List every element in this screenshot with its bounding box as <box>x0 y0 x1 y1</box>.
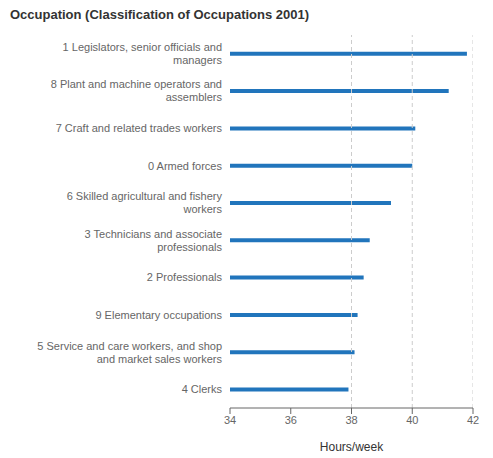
svg-text:1 Legislators, senior official: 1 Legislators, senior officials andmanag… <box>63 41 223 66</box>
svg-text:40: 40 <box>406 414 418 426</box>
svg-text:0 Armed forces: 0 Armed forces <box>148 160 222 172</box>
svg-text:38: 38 <box>345 414 357 426</box>
svg-text:34: 34 <box>224 414 236 426</box>
svg-text:9 Elementary occupations: 9 Elementary occupations <box>95 309 222 321</box>
svg-text:3 Technicians and associatepro: 3 Technicians and associateprofessionals <box>85 228 223 253</box>
svg-text:5 Service and care workers, an: 5 Service and care workers, and shopand … <box>37 340 222 365</box>
svg-text:Hours/week: Hours/week <box>320 440 384 454</box>
svg-text:7 Craft and related trades wor: 7 Craft and related trades workers <box>56 122 223 134</box>
svg-text:4 Clerks: 4 Clerks <box>182 383 223 395</box>
svg-text:2 Professionals: 2 Professionals <box>147 271 223 283</box>
svg-text:8 Plant and machine operators: 8 Plant and machine operators andassembl… <box>51 78 223 103</box>
svg-text:6 Skilled agricultural and fis: 6 Skilled agricultural and fisheryworker… <box>67 190 223 215</box>
svg-text:42: 42 <box>467 414 479 426</box>
html-text:Occupation (Classification of: Occupation (Classification of Occupation… <box>10 7 310 22</box>
svg-text:36: 36 <box>285 414 297 426</box>
